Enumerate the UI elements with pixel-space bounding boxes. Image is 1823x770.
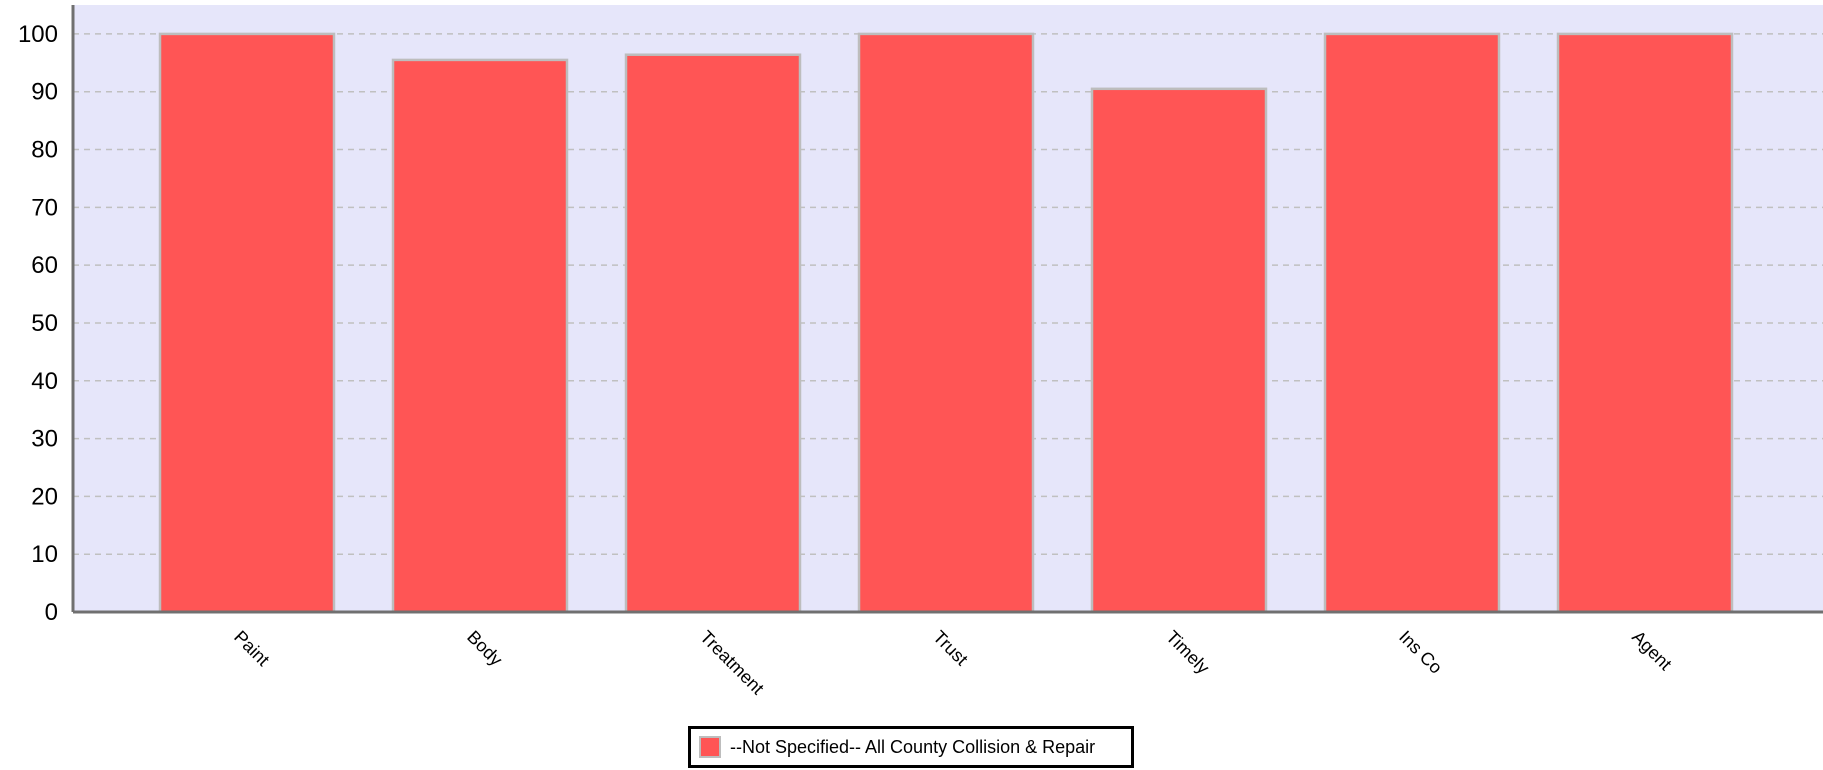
x-tick-label: Agent (1628, 627, 1675, 674)
x-tick-label: Ins Co (1395, 627, 1446, 678)
bar-agent (1556, 32, 1734, 614)
bars (158, 32, 1734, 614)
y-tick-label: 10 (31, 541, 58, 568)
bar-ins-co (1323, 32, 1501, 614)
bar-body (391, 58, 569, 614)
x-tick-label: Trust (929, 627, 972, 670)
legend-label: --Not Specified-- All County Collision &… (730, 736, 1096, 757)
y-tick-label: 20 (31, 483, 58, 510)
x-tick-label: Timely (1162, 627, 1213, 678)
y-tick-label: 30 (31, 426, 58, 453)
y-tick-label: 90 (31, 79, 58, 106)
y-tick-label: 0 (45, 599, 58, 626)
x-tick-label: Paint (230, 627, 273, 670)
legend-swatch (699, 736, 721, 758)
y-tick-label: 40 (31, 368, 58, 395)
x-axis-labels: Paint Body Treatment Trust Timely Ins Co Agent (230, 627, 1675, 699)
y-axis-ticks: 0 10 20 30 40 50 60 70 80 90 100 (18, 21, 58, 626)
y-tick-label: 70 (31, 194, 58, 221)
bar-paint (158, 32, 336, 614)
y-tick-label: 60 (31, 252, 58, 279)
bar-trust (857, 32, 1035, 614)
bar-timely (1090, 87, 1268, 614)
y-tick-label: 50 (31, 310, 58, 337)
y-tick-label: 80 (31, 137, 58, 164)
y-tick-label: 100 (18, 21, 58, 48)
x-tick-label: Treatment (696, 627, 768, 699)
legend: --Not Specified-- All County Collision &… (688, 726, 1134, 768)
x-tick-label: Body (463, 627, 506, 670)
bar-treatment (624, 53, 802, 614)
